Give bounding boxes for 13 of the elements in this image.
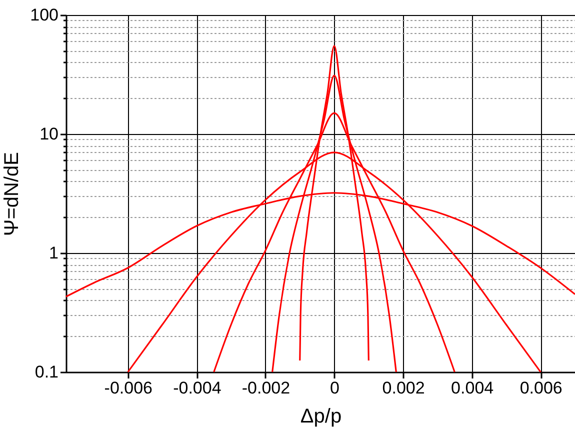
y-tick-label: 100	[30, 6, 58, 24]
y-tick-label: 1	[49, 244, 58, 262]
x-tick-label: 0	[330, 378, 340, 398]
x-tick-label: 0.006	[520, 378, 562, 398]
y-axis-title: Ψ=dN/dE	[1, 152, 24, 236]
x-tick-label: -0.002	[242, 378, 290, 398]
x-tick-label: -0.006	[104, 378, 153, 398]
x-tick-label: 0.004	[451, 378, 494, 398]
x-axis-title: Δp/p	[300, 406, 342, 428]
x-tick-label: 0.002	[382, 378, 425, 398]
y-tick-label: 10	[40, 124, 58, 144]
y-tick-label: 0.1	[34, 362, 58, 382]
x-tick-label: -0.004	[173, 378, 222, 398]
